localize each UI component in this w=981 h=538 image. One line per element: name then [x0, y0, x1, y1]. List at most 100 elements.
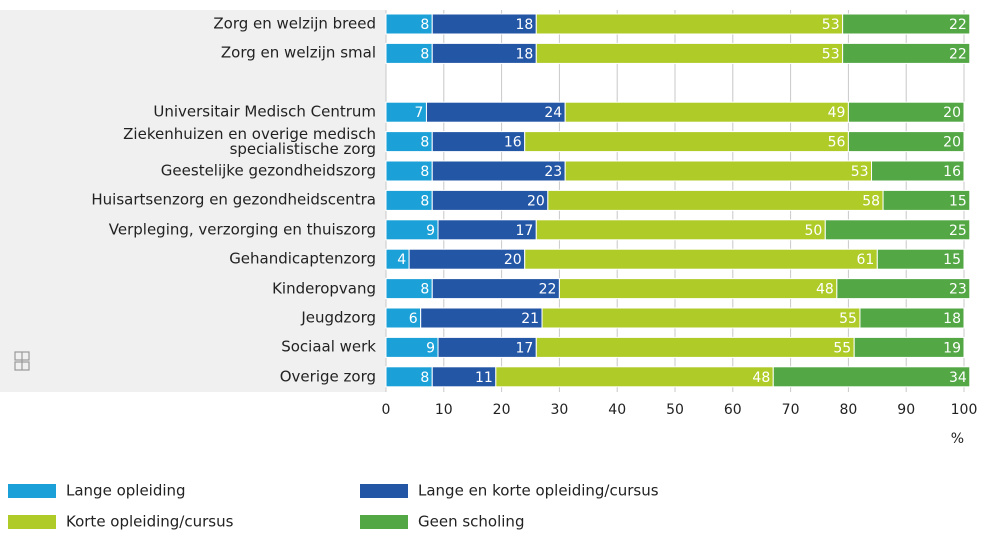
data-label: 8 [420, 135, 429, 151]
data-label: 20 [943, 135, 961, 151]
data-label: 20 [943, 105, 961, 121]
data-label: 17 [515, 223, 533, 239]
data-label: 48 [816, 282, 834, 298]
x-tick-label: 30 [550, 402, 568, 418]
x-tick-label: 10 [435, 402, 453, 418]
data-label: 16 [504, 135, 522, 151]
legend-swatch [8, 515, 56, 529]
legend-swatch [360, 484, 408, 498]
bar-segment [836, 278, 971, 300]
x-tick-label: 60 [724, 402, 742, 418]
legend-label: Lange en korte opleiding/cursus [418, 482, 659, 500]
category-label: Geestelijke gezondheidszorg [160, 161, 376, 180]
bar-segment [772, 366, 971, 388]
category-label: Jeugdzorg [301, 308, 376, 327]
data-label: 6 [409, 311, 418, 327]
data-label: 17 [515, 340, 533, 356]
data-label: 20 [527, 193, 545, 209]
data-label: 20 [504, 252, 522, 268]
data-label: 8 [420, 370, 429, 386]
data-label: 21 [521, 311, 539, 327]
bar-segment [535, 42, 844, 64]
data-label: 55 [839, 311, 857, 327]
data-label: 23 [949, 282, 967, 298]
data-label: 50 [804, 223, 822, 239]
bar-segment [547, 189, 884, 211]
legend-label: Korte opleiding/cursus [66, 513, 234, 531]
category-label: Universitair Medisch Centrum [153, 102, 376, 121]
data-label: 24 [544, 105, 562, 121]
data-label: 15 [943, 252, 961, 268]
bar-segment [524, 131, 849, 153]
x-tick-label: 80 [839, 402, 857, 418]
bar-segment [541, 307, 861, 329]
x-tick-label: 40 [608, 402, 626, 418]
bar-segment [535, 219, 826, 241]
x-tick-label: 50 [666, 402, 684, 418]
data-label: 16 [943, 164, 961, 180]
category-label: Gehandicaptenzorg [229, 249, 376, 268]
label-panel [0, 10, 386, 392]
data-label: 8 [420, 46, 429, 62]
data-label: 23 [544, 164, 562, 180]
data-label: 34 [949, 370, 967, 386]
legend-swatch [360, 515, 408, 529]
bar-segment [564, 101, 849, 123]
data-label: 55 [833, 340, 851, 356]
data-label: 8 [420, 193, 429, 209]
data-label: 53 [822, 17, 840, 33]
bar-segment [853, 336, 965, 358]
legend-label: Geen scholing [418, 513, 524, 531]
category-label: Huisartsenzorg en gezondheidscentra [91, 190, 376, 209]
data-label: 49 [828, 105, 846, 121]
bar-segment [842, 42, 971, 64]
legend-label: Lange opleiding [66, 482, 186, 500]
bar-segment [495, 366, 774, 388]
bar-segment [524, 248, 878, 270]
data-label: 11 [475, 370, 493, 386]
data-label: 18 [515, 46, 533, 62]
data-label: 56 [828, 135, 846, 151]
data-label: 9 [426, 340, 435, 356]
bar-segment [876, 248, 965, 270]
data-label: 9 [426, 223, 435, 239]
category-label: Zorg en welzijn smal [220, 43, 376, 62]
bar-segment [558, 278, 838, 300]
bar-segment [847, 131, 965, 153]
bar-segment [871, 160, 965, 182]
x-tick-label: 20 [493, 402, 511, 418]
data-label: 22 [949, 46, 967, 62]
bar-segment [535, 336, 855, 358]
data-label: 53 [851, 164, 869, 180]
data-label: 61 [856, 252, 874, 268]
data-label: 22 [949, 17, 967, 33]
data-label: 18 [515, 17, 533, 33]
bar-segment [564, 160, 873, 182]
bar-segment [847, 101, 965, 123]
data-label: 53 [822, 46, 840, 62]
bar-segment [882, 189, 971, 211]
data-label: 8 [420, 164, 429, 180]
data-label: 22 [539, 282, 557, 298]
data-label: 15 [949, 193, 967, 209]
category-label: Sociaal werk [281, 337, 376, 356]
data-label: 58 [862, 193, 880, 209]
category-label: Verpleging, verzorging en thuiszorg [108, 220, 376, 239]
bar-segment [824, 219, 971, 241]
data-label: 19 [943, 340, 961, 356]
data-label: 8 [420, 17, 429, 33]
bar-segment [859, 307, 965, 329]
data-label: 4 [397, 252, 406, 268]
logo [14, 351, 30, 371]
x-tick-label: 90 [897, 402, 915, 418]
legend-swatch [8, 484, 56, 498]
data-label: 18 [943, 311, 961, 327]
data-label: 25 [949, 223, 967, 239]
category-label: Overige zorg [279, 367, 376, 386]
x-axis-label: % [951, 431, 964, 447]
data-label: 8 [420, 282, 429, 298]
category-label: Kinderopvang [272, 279, 376, 298]
bar-segment [535, 13, 844, 35]
x-tick-label: 0 [382, 402, 391, 418]
